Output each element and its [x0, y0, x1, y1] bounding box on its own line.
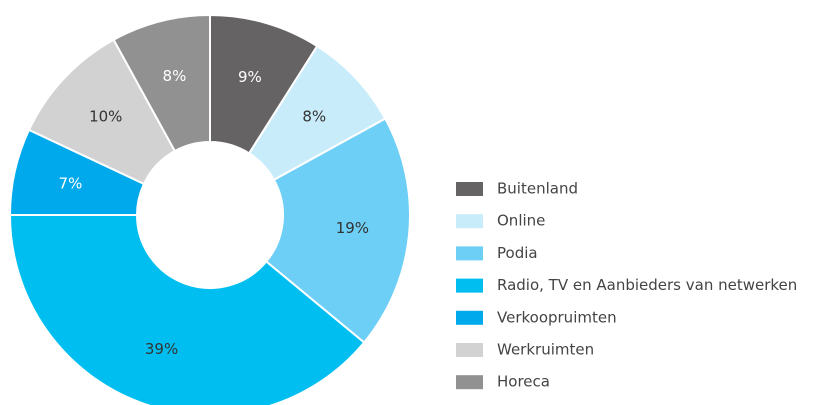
legend-swatch	[456, 375, 483, 390]
legend-swatch	[456, 343, 483, 357]
legend-swatch	[456, 214, 483, 229]
slice-label: 10%	[89, 108, 122, 126]
slice-label: 39%	[145, 340, 178, 358]
slice	[112, 13, 211, 153]
slice-label: 8%	[163, 67, 187, 85]
slice-label: 8%	[302, 108, 326, 126]
slice-label: 7%	[59, 174, 83, 192]
slice	[264, 117, 411, 344]
legend-label: Podia	[497, 244, 538, 262]
legend-label: Online	[497, 212, 545, 230]
slice	[8, 214, 366, 405]
slice-label: 19%	[336, 219, 369, 237]
slice-label: 9%	[238, 68, 262, 86]
legend-label: Radio, TV en Aanbieders van netwerken	[497, 276, 797, 294]
legend-swatch	[456, 310, 483, 325]
legend-swatch	[456, 182, 483, 196]
legend-label: Horeca	[497, 373, 550, 391]
legend-label: Werkruimten	[497, 341, 594, 359]
legend-swatch	[456, 246, 483, 261]
legend-label: Buitenland	[497, 180, 578, 198]
legend-label: Verkoopruimten	[497, 308, 617, 326]
legend-swatch	[456, 278, 483, 293]
